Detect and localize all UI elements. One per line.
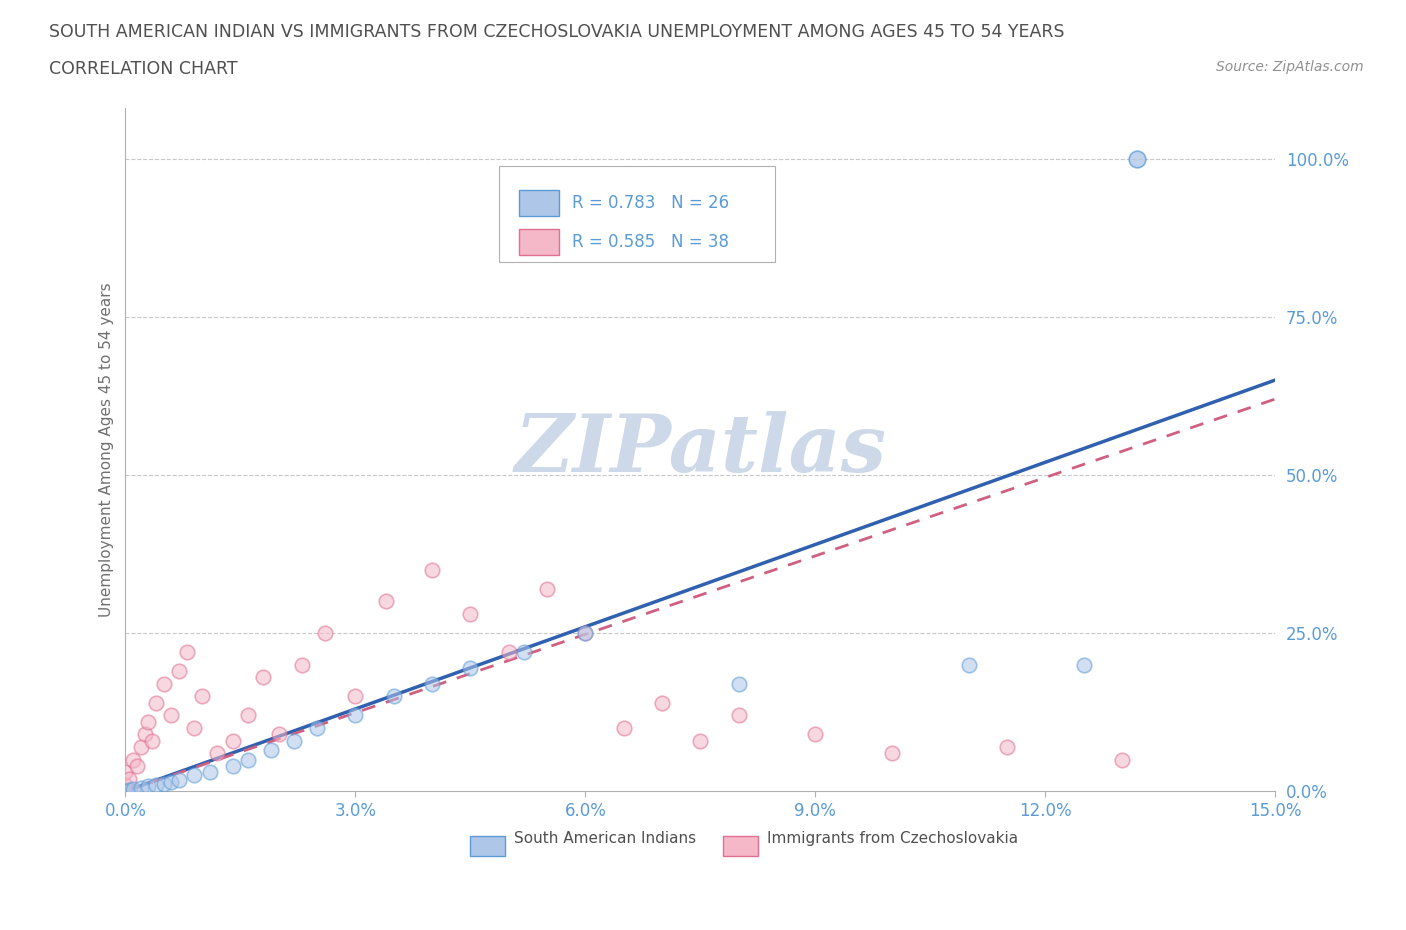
Text: CORRELATION CHART: CORRELATION CHART [49, 60, 238, 78]
Point [574, 626, 596, 641]
Point [375, 594, 398, 609]
Point [129, 739, 152, 754]
Point [125, 759, 148, 774]
Point [222, 759, 245, 774]
Point [420, 563, 443, 578]
Point [176, 644, 198, 659]
Bar [471, 835, 505, 857]
Point [344, 689, 367, 704]
Point [222, 733, 245, 748]
Point [122, 782, 145, 797]
Point [118, 782, 141, 797]
Point [460, 660, 482, 675]
Point [252, 670, 274, 684]
Point [122, 752, 145, 767]
Text: South American Indians: South American Indians [515, 831, 696, 846]
Point [314, 626, 336, 641]
FancyBboxPatch shape [499, 166, 775, 261]
Point [114, 777, 136, 792]
Point [160, 775, 183, 790]
Point [382, 689, 405, 704]
Point [460, 606, 482, 621]
Point [191, 689, 214, 704]
Point [1126, 152, 1149, 166]
Point [651, 695, 673, 710]
Text: R = 0.783   N = 26: R = 0.783 N = 26 [572, 194, 728, 212]
Point [307, 721, 329, 736]
Point [574, 626, 596, 641]
Point [183, 768, 205, 783]
Text: Immigrants from Czechoslovakia: Immigrants from Czechoslovakia [768, 831, 1018, 846]
Point [145, 777, 167, 792]
Point [236, 752, 259, 767]
Point [145, 695, 167, 710]
Point [498, 644, 520, 659]
Point [344, 708, 367, 723]
Point [134, 727, 156, 742]
Point [153, 777, 176, 791]
Point [267, 727, 290, 742]
Point [513, 644, 536, 659]
Point [114, 764, 136, 779]
Y-axis label: Unemployment Among Ages 45 to 54 years: Unemployment Among Ages 45 to 54 years [100, 283, 114, 617]
Point [167, 772, 190, 787]
Point [183, 721, 205, 736]
Point [727, 708, 749, 723]
Point [727, 676, 749, 691]
Point [1073, 658, 1095, 672]
Point [804, 727, 827, 742]
Point [689, 733, 711, 748]
Bar [519, 230, 560, 256]
Text: SOUTH AMERICAN INDIAN VS IMMIGRANTS FROM CZECHOSLOVAKIA UNEMPLOYMENT AMONG AGES : SOUTH AMERICAN INDIAN VS IMMIGRANTS FROM… [49, 23, 1064, 41]
Point [236, 708, 259, 723]
Point [207, 746, 229, 761]
Point [420, 676, 443, 691]
Point [957, 658, 980, 672]
Point [198, 764, 221, 779]
Bar [519, 191, 560, 216]
Point [283, 733, 305, 748]
Point [1111, 752, 1133, 767]
Text: Source: ZipAtlas.com: Source: ZipAtlas.com [1216, 60, 1364, 74]
Point [138, 714, 160, 729]
Text: R = 0.585   N = 38: R = 0.585 N = 38 [572, 233, 728, 251]
Bar [724, 835, 758, 857]
Point [153, 676, 176, 691]
Point [995, 739, 1018, 754]
Point [536, 581, 558, 596]
Point [129, 780, 152, 795]
Point [118, 771, 141, 786]
Point [114, 783, 136, 798]
Point [880, 746, 903, 761]
Text: ZIPatlas: ZIPatlas [515, 411, 887, 488]
Point [613, 721, 636, 736]
Point [160, 708, 183, 723]
Point [291, 658, 314, 672]
Point [167, 663, 190, 678]
Point [138, 778, 160, 793]
Point [260, 743, 283, 758]
Point [141, 733, 163, 748]
